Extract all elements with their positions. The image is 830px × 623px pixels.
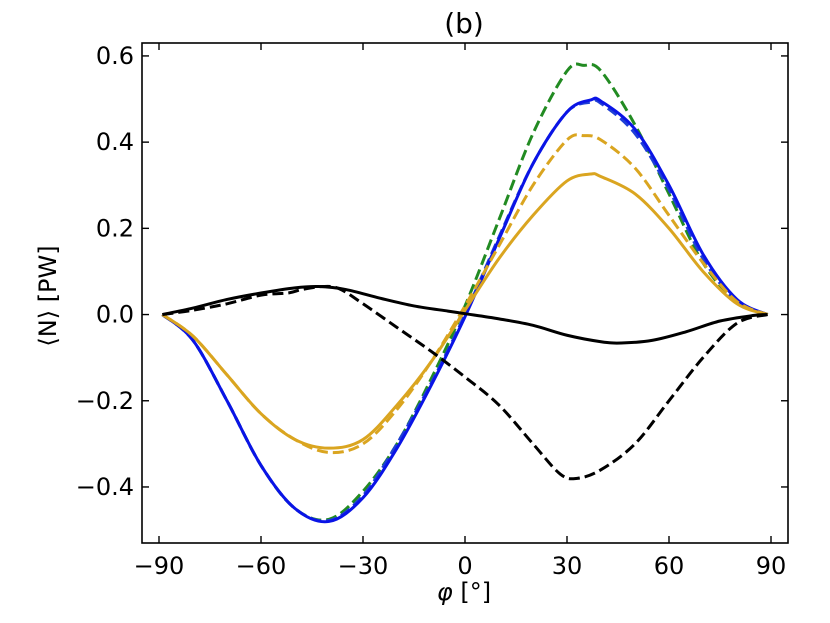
- plot-frame: [141, 42, 789, 544]
- series-line-gold-solid: [161, 172, 769, 450]
- ticks-layer: −90 −60 −30 0 30 60 90 −0.4 −0.2 0.0 0.2 0.4 0.6: [76, 42, 788, 580]
- y-tick-label: 0.6: [96, 42, 134, 70]
- x-axis-symbol: φ: [437, 578, 453, 606]
- x-tick-label: −60: [236, 552, 287, 580]
- series-line-blue-solid: [161, 96, 769, 524]
- y-tick-label: 0.4: [96, 128, 134, 156]
- y-tick-label: 0.2: [96, 214, 134, 242]
- y-axis-label: ⟨N⟩ [PW]: [34, 245, 62, 346]
- x-axis-unit: [°]: [453, 578, 491, 606]
- series-layer: [161, 62, 769, 524]
- x-tick-label: 0: [457, 552, 472, 580]
- series-line-black-solid: [162, 284, 768, 345]
- x-tick-label: 90: [756, 552, 787, 580]
- y-tick-label: −0.2: [76, 387, 134, 415]
- x-tick-label: 30: [552, 552, 583, 580]
- y-axis-unit: [PW]: [34, 245, 62, 310]
- x-tick-label: −30: [338, 552, 389, 580]
- y-tick-label: −0.4: [76, 473, 134, 501]
- y-axis-symbol: ⟨N⟩: [34, 310, 62, 347]
- y-tick-label: 0.0: [96, 301, 134, 329]
- series-line-black-dashed: [162, 284, 769, 481]
- chart-title: (b): [444, 7, 484, 40]
- x-tick-label: −90: [134, 552, 185, 580]
- x-axis-label: φ [°]: [437, 578, 491, 606]
- x-tick-label: 60: [654, 552, 685, 580]
